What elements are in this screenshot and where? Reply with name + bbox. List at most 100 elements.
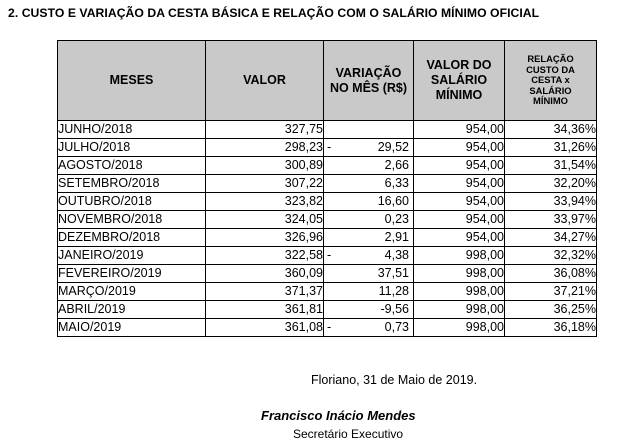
header-relacao-line: RELAÇÃO bbox=[527, 52, 574, 64]
cell-relacao: 34,27% bbox=[504, 228, 597, 247]
cell-variacao: - 4,38 bbox=[323, 246, 414, 265]
cell-salario: 954,00 bbox=[413, 210, 505, 229]
cell-variacao: -9,56 bbox=[323, 300, 414, 319]
cell-salario: 954,00 bbox=[413, 120, 505, 139]
cell-mes: JUNHO/2018 bbox=[57, 120, 206, 139]
header-relacao-line: CUSTO DA bbox=[526, 63, 575, 75]
cell-salario: 954,00 bbox=[413, 138, 505, 157]
cell-valor: 324,05 bbox=[205, 210, 324, 229]
cell-variacao-value: 2,91 bbox=[384, 230, 409, 244]
signer-name: Francisco Inácio Mendes bbox=[261, 408, 416, 423]
cell-valor: 322,58 bbox=[205, 246, 324, 265]
cell-variacao: 37,51 bbox=[323, 264, 414, 283]
cell-relacao: 31,54% bbox=[504, 156, 597, 175]
cell-variacao-value: -9,56 bbox=[380, 302, 410, 316]
cell-variacao: 0,23 bbox=[323, 210, 414, 229]
cell-salario: 998,00 bbox=[413, 246, 505, 265]
cell-salario: 954,00 bbox=[413, 228, 505, 247]
cell-variacao-sign: - bbox=[327, 320, 332, 334]
cell-valor: 298,23 bbox=[205, 138, 324, 157]
cell-mes: OUTUBRO/2018 bbox=[57, 192, 206, 211]
table-row: FEVEREIRO/2019 360,09 37,51 998,00 36,08… bbox=[57, 264, 597, 283]
cell-relacao: 36,08% bbox=[504, 264, 597, 283]
header-meses: MESES bbox=[57, 40, 206, 121]
cell-relacao: 37,21% bbox=[504, 282, 597, 301]
cell-salario: 998,00 bbox=[413, 264, 505, 283]
cell-valor: 371,37 bbox=[205, 282, 324, 301]
cell-valor: 361,08 bbox=[205, 318, 324, 337]
cell-valor: 327,75 bbox=[205, 120, 324, 139]
cell-variacao-value: 6,33 bbox=[384, 176, 409, 190]
cell-relacao: 36,18% bbox=[504, 318, 597, 337]
cell-variacao: 2,91 bbox=[323, 228, 414, 247]
table-header-row: MESES VALOR VARIAÇÃO NO MÊS (R$) VALOR D… bbox=[57, 40, 597, 121]
cell-variacao-sign: - bbox=[327, 248, 332, 262]
cell-mes: DEZEMBRO/2018 bbox=[57, 228, 206, 247]
cell-salario: 954,00 bbox=[413, 156, 505, 175]
header-relacao-line: CESTA x bbox=[531, 74, 570, 86]
header-relacao-line: SALÁRIO bbox=[529, 84, 572, 96]
cell-salario: 954,00 bbox=[413, 192, 505, 211]
header-variacao: VARIAÇÃO NO MÊS (R$) bbox=[323, 40, 414, 121]
table-row: DEZEMBRO/2018 326,96 2,91 954,00 34,27% bbox=[57, 228, 597, 247]
table-row: AGOSTO/2018 300,89 2,66 954,00 31,54% bbox=[57, 156, 597, 175]
cell-relacao: 34,36% bbox=[504, 120, 597, 139]
cell-valor: 323,82 bbox=[205, 192, 324, 211]
header-salario-line: MÍNIMO bbox=[435, 87, 483, 102]
document-title: 2. CUSTO E VARIAÇÃO DA CESTA BÁSICA E RE… bbox=[8, 6, 540, 20]
cell-variacao: 6,33 bbox=[323, 174, 414, 193]
cell-variacao: 16,60 bbox=[323, 192, 414, 211]
table-row: OUTUBRO/2018 323,82 16,60 954,00 33,94% bbox=[57, 192, 597, 211]
table-row: JULHO/2018 298,23 - 29,52 954,00 31,26% bbox=[57, 138, 597, 157]
cell-mes: JANEIRO/2019 bbox=[57, 246, 206, 265]
cell-variacao-value: 2,66 bbox=[384, 158, 409, 172]
header-salario-minimo: VALOR DO SALÁRIO MÍNIMO bbox=[413, 40, 505, 121]
header-variacao-line: VARIAÇÃO bbox=[335, 65, 402, 80]
cell-variacao-value: 0,73 bbox=[384, 320, 409, 334]
cell-variacao: - 0,73 bbox=[323, 318, 414, 337]
cell-variacao: 11,28 bbox=[323, 282, 414, 301]
cell-variacao-value: 29,52 bbox=[377, 140, 409, 154]
cell-variacao: 2,66 bbox=[323, 156, 414, 175]
cell-salario: 998,00 bbox=[413, 282, 505, 301]
table-row: MAIO/2019 361,08 - 0,73 998,00 36,18% bbox=[57, 318, 597, 337]
cell-valor: 360,09 bbox=[205, 264, 324, 283]
cell-relacao: 33,94% bbox=[504, 192, 597, 211]
table-row: JANEIRO/2019 322,58 - 4,38 998,00 32,32% bbox=[57, 246, 597, 265]
place-and-date: Floriano, 31 de Maio de 2019. bbox=[311, 373, 478, 387]
cell-mes: MARÇO/2019 bbox=[57, 282, 206, 301]
header-relacao: RELAÇÃO CUSTO DA CESTA x SALÁRIO MÍNIMO bbox=[504, 40, 597, 121]
cell-valor: 361,81 bbox=[205, 300, 324, 319]
cell-valor: 307,22 bbox=[205, 174, 324, 193]
cell-variacao-value: 4,38 bbox=[384, 248, 409, 262]
header-salario-line: SALÁRIO bbox=[430, 73, 488, 88]
cell-salario: 998,00 bbox=[413, 300, 505, 319]
table-row: JUNHO/2018 327,75 954,00 34,36% bbox=[57, 120, 597, 139]
cell-valor: 326,96 bbox=[205, 228, 324, 247]
header-salario-line: VALOR DO bbox=[426, 58, 492, 73]
cell-valor: 300,89 bbox=[205, 156, 324, 175]
cell-variacao-value: 0,23 bbox=[384, 212, 409, 226]
cell-mes: MAIO/2019 bbox=[57, 318, 206, 337]
table-row: SETEMBRO/2018 307,22 6,33 954,00 32,20% bbox=[57, 174, 597, 193]
cell-relacao: 31,26% bbox=[504, 138, 597, 157]
cell-relacao: 36,25% bbox=[504, 300, 597, 319]
cell-mes: AGOSTO/2018 bbox=[57, 156, 206, 175]
cell-salario: 998,00 bbox=[413, 318, 505, 337]
cell-variacao-value: 16,60 bbox=[377, 194, 409, 208]
cell-mes: ABRIL/2019 bbox=[57, 300, 206, 319]
header-variacao-line: NO MÊS (R$) bbox=[329, 80, 408, 95]
cell-relacao: 32,32% bbox=[504, 246, 597, 265]
cell-mes: FEVEREIRO/2019 bbox=[57, 264, 206, 283]
cell-mes: SETEMBRO/2018 bbox=[57, 174, 206, 193]
cell-variacao-value: 37,51 bbox=[377, 266, 409, 280]
cell-variacao bbox=[323, 120, 414, 139]
table-row: ABRIL/2019 361,81 -9,56 998,00 36,25% bbox=[57, 300, 597, 319]
signer-role: Secretário Executivo bbox=[293, 427, 404, 441]
table-row: MARÇO/2019 371,37 11,28 998,00 37,21% bbox=[57, 282, 597, 301]
cell-mes: JULHO/2018 bbox=[57, 138, 206, 157]
cell-salario: 954,00 bbox=[413, 174, 505, 193]
cell-variacao-sign: - bbox=[327, 140, 332, 154]
cell-relacao: 33,97% bbox=[504, 210, 597, 229]
cell-relacao: 32,20% bbox=[504, 174, 597, 193]
